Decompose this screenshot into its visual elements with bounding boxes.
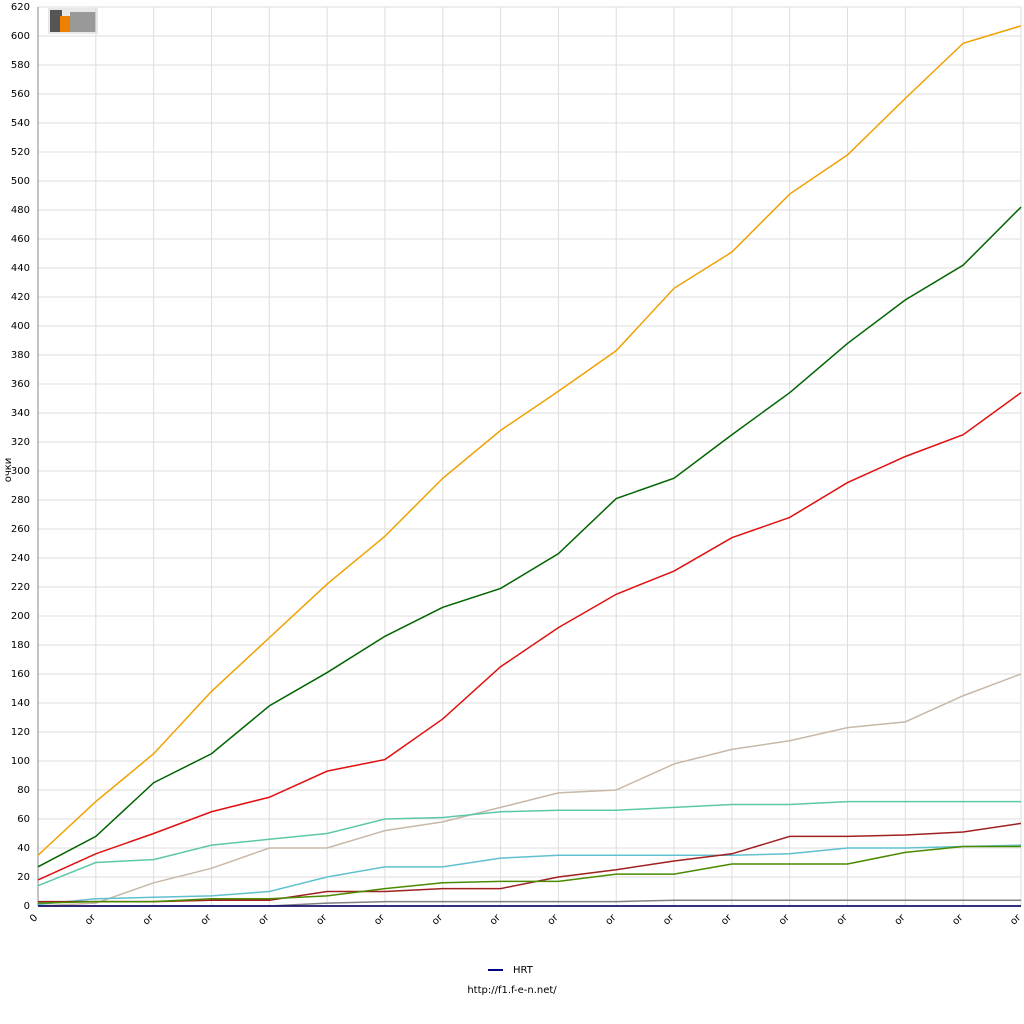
y-tick-label: 440 — [11, 263, 30, 274]
y-tick-label: 80 — [17, 785, 30, 796]
x-tick-label: 0 — [28, 912, 40, 924]
y-tick-label: 0 — [24, 901, 30, 912]
y-tick-label: 620 — [11, 2, 30, 13]
y-axis-label: очки — [3, 458, 14, 483]
x-tick-label: or — [257, 912, 273, 928]
x-tick-label: or — [141, 912, 157, 928]
y-tick-label: 280 — [11, 495, 30, 506]
y-tick-label: 460 — [11, 234, 30, 245]
series-line — [37, 206, 1022, 868]
source: http://f1.f-e-n.net/ — [467, 985, 557, 996]
y-tick-label: 500 — [11, 176, 30, 187]
series-line — [37, 800, 1021, 887]
series-line — [37, 845, 1021, 904]
y-tick-label: 400 — [11, 321, 30, 332]
y-tick-label: 560 — [11, 89, 30, 100]
y-tick-label: 200 — [11, 611, 30, 622]
y-tick-label: 40 — [17, 843, 30, 854]
x-tick-label: or — [777, 912, 793, 928]
y-tick-label: 420 — [11, 292, 30, 303]
x-tick-label: or — [430, 912, 446, 928]
y-tick-label: 340 — [11, 408, 30, 419]
y-tick-label: 360 — [11, 379, 30, 390]
y-tick-label: 520 — [11, 147, 30, 158]
x-tick-label: or — [83, 912, 99, 928]
series-line — [37, 25, 1022, 856]
x-tick-label: or — [546, 912, 562, 928]
x-tick-label: or — [372, 912, 388, 928]
y-tick-label: 140 — [11, 698, 30, 709]
y-tick-label: 20 — [17, 872, 30, 883]
x-tick-label: or — [603, 912, 619, 928]
x-tick-label: or — [1008, 912, 1024, 928]
legend-label: HRT — [513, 965, 534, 976]
y-tick-label: 260 — [11, 524, 30, 535]
y-tick-label: 380 — [11, 350, 30, 361]
series-line — [37, 673, 1022, 907]
y-tick-label: 600 — [11, 31, 30, 42]
y-tick-label: 540 — [11, 118, 30, 129]
x-tick-label: or — [314, 912, 330, 928]
series-line — [38, 822, 1022, 903]
x-tick-label: or — [835, 912, 851, 928]
x-tick-label: or — [488, 912, 504, 928]
x-tick-label: or — [893, 912, 909, 928]
y-tick-label: 480 — [11, 205, 30, 216]
y-tick-label: 180 — [11, 640, 30, 651]
series-line — [37, 392, 1022, 881]
y-tick-label: 240 — [11, 553, 30, 564]
x-tick-label: or — [950, 912, 966, 928]
y-tick-label: 320 — [11, 437, 30, 448]
x-tick-label: or — [661, 912, 677, 928]
y-tick-label: 160 — [11, 669, 30, 680]
x-tick-label: or — [199, 912, 215, 928]
y-tick-label: 100 — [11, 756, 30, 767]
y-tick-label: 580 — [11, 60, 30, 71]
y-tick-label: 60 — [17, 814, 30, 825]
series-line — [37, 844, 1022, 906]
y-tick-label: 220 — [11, 582, 30, 593]
x-tick-label: or — [719, 912, 735, 928]
logo — [48, 8, 98, 34]
y-tick-label: 120 — [11, 727, 30, 738]
y-tick-label: 300 — [11, 466, 30, 477]
